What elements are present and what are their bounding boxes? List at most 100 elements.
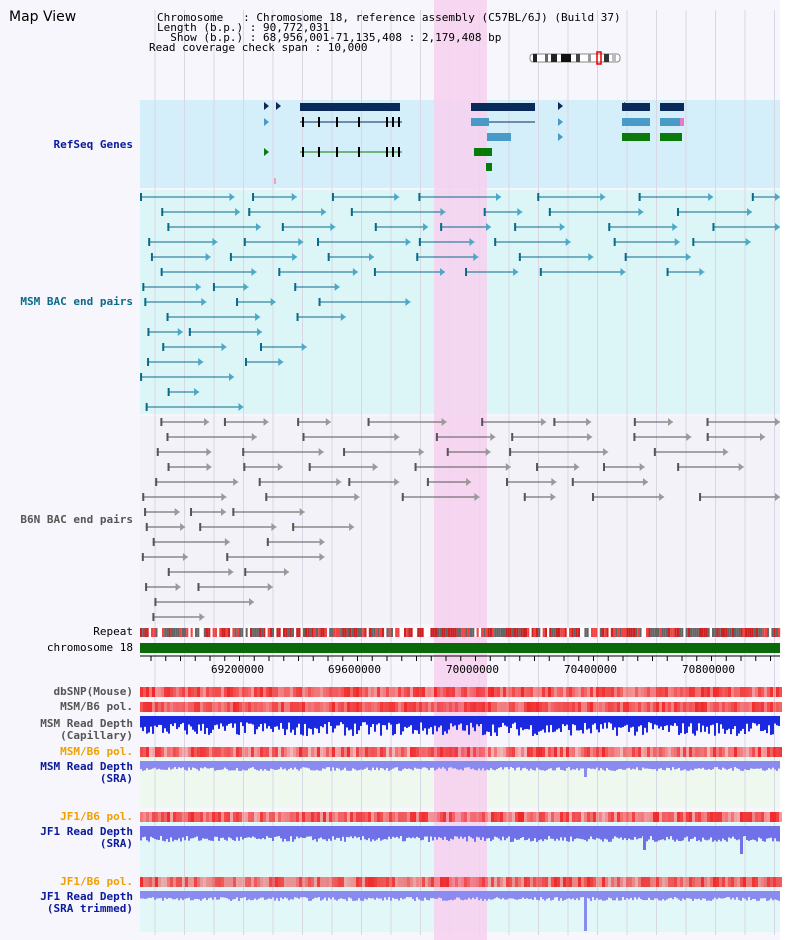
snp-density-cell bbox=[365, 702, 368, 712]
depth-bar bbox=[214, 891, 216, 898]
depth-bar bbox=[582, 826, 584, 840]
depth-bar bbox=[506, 716, 508, 727]
snp-density-cell bbox=[566, 747, 569, 757]
snp-density-cell bbox=[275, 812, 278, 822]
repeat-block bbox=[624, 628, 627, 637]
track-label-jf1-depth-sra[interactable]: JF1 Read Depth bbox=[40, 825, 133, 838]
bac-end-marker bbox=[474, 493, 480, 501]
depth-bar bbox=[496, 716, 498, 736]
snp-density-cell bbox=[566, 812, 569, 822]
snp-density-cell bbox=[179, 702, 182, 712]
bac-end-marker bbox=[175, 583, 181, 591]
track-label-jf1-b6-pol[interactable]: JF1/B6 pol. bbox=[60, 810, 133, 823]
snp-density-cell bbox=[524, 877, 527, 887]
snp-density-cell bbox=[698, 747, 701, 757]
snp-density-cell bbox=[188, 877, 191, 887]
snp-density-cell bbox=[485, 747, 488, 757]
snp-density-cell bbox=[422, 812, 425, 822]
snp-density-cell bbox=[503, 877, 506, 887]
repeat-block bbox=[410, 628, 413, 637]
snp-density-cell bbox=[473, 747, 476, 757]
snp-density-cell bbox=[470, 747, 473, 757]
depth-bar bbox=[442, 826, 444, 840]
repeat-block bbox=[267, 628, 270, 637]
snp-density-cell bbox=[263, 702, 266, 712]
depth-bar bbox=[354, 716, 356, 724]
snp-density-cell bbox=[590, 702, 593, 712]
depth-bar bbox=[216, 826, 218, 837]
depth-bar bbox=[360, 826, 362, 841]
track-label-repeat[interactable]: Repeat bbox=[93, 625, 133, 638]
snp-density-cell bbox=[365, 812, 368, 822]
depth-bar bbox=[664, 716, 666, 727]
depth-bar bbox=[752, 761, 754, 769]
snp-density-cell bbox=[218, 702, 221, 712]
snp-density-cell bbox=[587, 702, 590, 712]
snp-density-cell bbox=[677, 877, 680, 887]
depth-bar bbox=[434, 826, 436, 837]
snp-density-cell bbox=[503, 812, 506, 822]
depth-bar bbox=[774, 891, 776, 900]
snp-density-cell bbox=[542, 812, 545, 822]
depth-bar bbox=[172, 716, 174, 727]
depth-bar bbox=[174, 716, 176, 724]
bac-end-marker bbox=[349, 523, 355, 531]
depth-bar bbox=[508, 761, 510, 770]
snp-density-cell bbox=[509, 747, 512, 757]
track-feature bbox=[145, 403, 148, 411]
snp-density-cell bbox=[308, 747, 311, 757]
snp-density-cell bbox=[440, 747, 443, 757]
snp-density-cell bbox=[386, 812, 389, 822]
depth-bar bbox=[230, 826, 232, 839]
depth-bar bbox=[170, 716, 172, 725]
repeat-block bbox=[575, 628, 578, 637]
track-label-msm-b6-pol[interactable]: MSM/B6 pol. bbox=[60, 700, 133, 713]
bac-end-marker bbox=[638, 208, 644, 216]
snp-density-cell bbox=[554, 702, 557, 712]
bac-end-marker bbox=[340, 313, 346, 321]
snp-density-cell bbox=[440, 687, 443, 697]
track-feature bbox=[539, 268, 542, 276]
track-label-msm-bac[interactable]: MSM BAC end pairs bbox=[20, 295, 133, 308]
depth-bar bbox=[142, 826, 144, 838]
repeat-block bbox=[681, 628, 684, 637]
snp-density-cell bbox=[437, 687, 440, 697]
repeat-block bbox=[646, 628, 649, 637]
depth-bar bbox=[716, 891, 718, 900]
snp-density-cell bbox=[233, 747, 236, 757]
snp-density-cell bbox=[650, 702, 653, 712]
snp-density-cell bbox=[353, 877, 356, 887]
depth-bar bbox=[570, 826, 572, 837]
track-label-b6n-bac[interactable]: B6N BAC end pairs bbox=[20, 513, 133, 526]
snp-density-cell bbox=[467, 687, 470, 697]
depth-bar bbox=[508, 716, 510, 733]
track-label-jf1-b6-pol-trimmed[interactable]: JF1/B6 pol. bbox=[60, 875, 133, 888]
snp-density-cell bbox=[452, 687, 455, 697]
depth-bar bbox=[744, 826, 746, 837]
bac-end-marker bbox=[405, 298, 411, 306]
snp-density-cell bbox=[296, 687, 299, 697]
snp-density-cell bbox=[422, 687, 425, 697]
depth-bar bbox=[244, 826, 246, 839]
snp-density-cell bbox=[434, 812, 437, 822]
track-label-msm-depth-capillary[interactable]: MSM Read Depth bbox=[40, 717, 133, 730]
repeat-block bbox=[274, 628, 277, 637]
depth-bar bbox=[732, 891, 734, 898]
snp-density-cell bbox=[644, 812, 647, 822]
depth-bar bbox=[640, 761, 642, 771]
depth-bar bbox=[272, 761, 274, 770]
track-label-msm-b6-pol-sra[interactable]: MSM/B6 pol. bbox=[60, 745, 133, 758]
bac-end-marker bbox=[233, 478, 239, 486]
snp-density-cell bbox=[371, 812, 374, 822]
depth-bar bbox=[306, 716, 308, 736]
track-label-msm-depth-sra[interactable]: MSM Read Depth bbox=[40, 760, 133, 773]
depth-bar bbox=[270, 826, 272, 838]
repeat-block bbox=[443, 628, 446, 637]
repeat-block bbox=[379, 628, 382, 637]
snp-density-cell bbox=[461, 812, 464, 822]
track-feature bbox=[518, 253, 521, 261]
track-label-refseq[interactable]: RefSeq Genes bbox=[53, 138, 133, 151]
track-label-dbsnp[interactable]: dbSNP(Mouse) bbox=[53, 685, 133, 698]
track-label-jf1-depth-trimmed[interactable]: JF1 Read Depth bbox=[40, 890, 133, 903]
